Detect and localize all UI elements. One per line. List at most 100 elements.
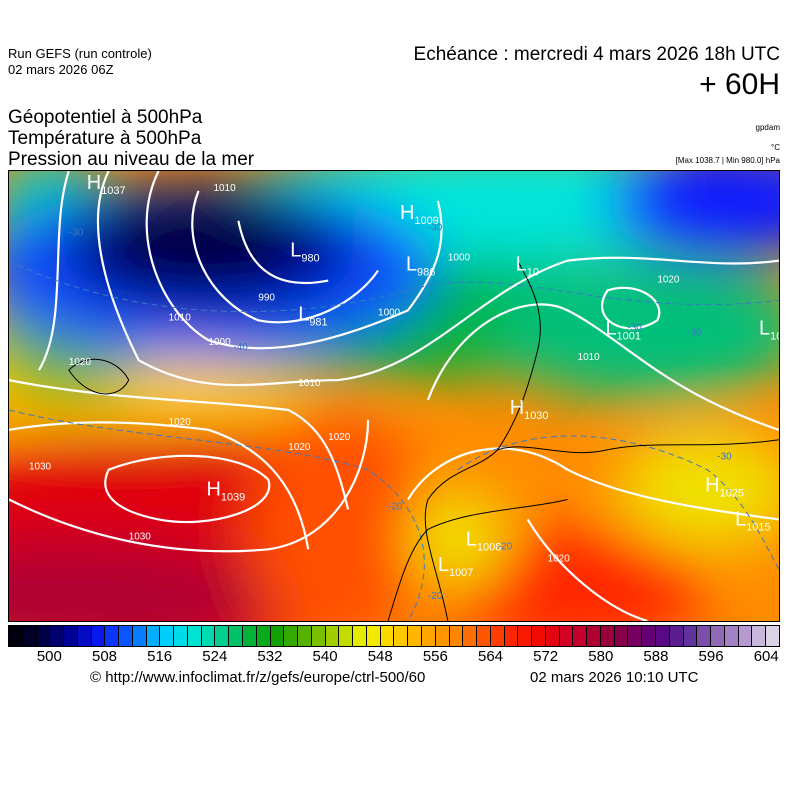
colorbar-swatch (435, 626, 450, 646)
colorbar-swatch (270, 626, 285, 646)
isobar-label: 1020 (548, 553, 571, 564)
isobar-label: 1020 (169, 417, 192, 428)
isotherm-label: -30 (717, 452, 732, 463)
colorbar-tick-label: 572 (533, 648, 559, 665)
colorbar-ticks: 500 508 516 524 532 540 548 556 564 572 580 588 596 6… (0, 648, 788, 668)
colorbar-swatch (298, 626, 312, 646)
isobar-label: 1010 (298, 378, 321, 389)
colorbar-swatch (256, 626, 271, 646)
colorbar-swatch (146, 626, 161, 646)
unit-gpdam: gpdam (755, 123, 780, 132)
colorbar-swatch (50, 626, 65, 646)
pressure-range: [Max 1038.7 | Min 980.0] hPa (675, 156, 780, 165)
low-pressure-center: L1007 (438, 554, 473, 579)
colorbar-swatch (490, 626, 505, 646)
isobar-label: 1010 (169, 312, 192, 323)
colorbar-swatch (421, 626, 436, 646)
isobar-label: 1000 (208, 337, 231, 348)
colorbar-tick-label: 524 (202, 648, 228, 665)
colorbar-swatch (738, 626, 753, 646)
low-pressure-center: L980 (290, 240, 319, 265)
isotherm-label: -30 (687, 327, 702, 338)
high-pressure-center: H1025 (705, 475, 744, 500)
low-pressure-center: L10 (759, 317, 780, 342)
isotherm-label: -20 (428, 591, 443, 602)
colorbar-tick-label: 564 (477, 648, 504, 665)
colorbar-swatch (243, 626, 257, 646)
isotherm-label: -40 (233, 342, 248, 353)
colorbar-swatch (587, 626, 601, 646)
colorbar-swatch (380, 626, 395, 646)
colorbar-swatch (408, 626, 422, 646)
colorbar-swatch (311, 626, 326, 646)
colorbar-swatch (64, 626, 78, 646)
lead-time: + 60H (699, 68, 780, 101)
colorbar-swatch (201, 626, 216, 646)
colorbar-tick-label: 508 (91, 648, 118, 665)
colorbar-swatch (669, 626, 684, 646)
field-geopotential: Géopotentiel à 500hPa (8, 107, 203, 128)
unit-celsius: °C (771, 143, 780, 152)
colorbar-swatch (353, 626, 367, 646)
colorbar-swatch (477, 626, 491, 646)
isobar-label: 1010 (578, 352, 601, 363)
colorbar-swatch (132, 626, 147, 646)
colorbar-swatch (91, 626, 106, 646)
colorbar-tick-label: 596 (698, 648, 724, 665)
colorbar-swatch (339, 626, 354, 646)
high-pressure-center: H1037 (87, 172, 126, 197)
colorbar-swatch (160, 626, 175, 646)
high-pressure-center: H1039 (206, 479, 245, 504)
colorbar-tick-label: 532 (257, 648, 283, 665)
colorbar-swatch (36, 626, 51, 646)
colorbar-tick-label: 548 (367, 648, 393, 665)
generation-time: 02 mars 2026 10:10 UTC (530, 669, 699, 686)
colorbar-swatch (559, 626, 574, 646)
isobar-label: 1020 (657, 275, 680, 286)
colorbar-tick-label: 500 (36, 648, 62, 665)
colorbar-swatch (77, 626, 92, 646)
isobar-label: 1030 (129, 531, 152, 542)
colorbar-swatch (655, 626, 670, 646)
field-temperature: Température à 500hPa (8, 128, 202, 149)
low-pressure-center: L981 (298, 303, 327, 328)
colorbar-tick-label: 540 (312, 648, 338, 665)
colorbar-swatch (22, 626, 37, 646)
colorbar-swatch (174, 626, 188, 646)
forecast-valid-time: Echéance : mercredi 4 mars 2026 18h UTC (413, 44, 780, 65)
low-pressure-center: L986 (406, 254, 435, 279)
colorbar-tick-label: 556 (422, 648, 448, 665)
colorbar-tick-label: 604 (753, 648, 779, 665)
isobars (9, 171, 779, 621)
isobar-label: 1020 (69, 357, 92, 368)
isotherm-label: -30 (69, 228, 84, 239)
high-pressure-center: H1009 (400, 202, 439, 227)
colorbar-swatch (600, 626, 615, 646)
colorbar-tick-label: 580 (588, 648, 614, 665)
colorbar-swatch (614, 626, 629, 646)
low-pressure-center: L1008 (466, 528, 501, 553)
colorbar-swatch (697, 626, 712, 646)
copyright-link[interactable]: © http://www.infoclimat.fr/z/gefs/europe… (90, 669, 426, 686)
colorbar-swatch (573, 626, 588, 646)
map-europe: H1037 L980 H1009 L986 L981 L10 L1001 L10 H1030 H1… (8, 170, 780, 622)
isobar-label: 990 (258, 292, 275, 303)
field-pressure: Pression au niveau de la mer (8, 149, 255, 170)
isotherms (9, 260, 779, 621)
isobar-label: 1000 (448, 253, 471, 264)
colorbar-swatch (504, 626, 519, 646)
colorbar-tick-label: 516 (147, 648, 173, 665)
coastlines (68, 260, 779, 621)
colorbar-swatch (766, 626, 779, 646)
colorbar-swatch (394, 626, 409, 646)
colorbar-swatch (518, 626, 533, 646)
colorbar-swatch (284, 626, 299, 646)
colorbar-swatch (449, 626, 464, 646)
isotherm-label: -30 (627, 322, 642, 333)
colorbar-swatch (724, 626, 739, 646)
colorbar-swatch (9, 626, 23, 646)
run-name: Run GEFS (run controle) (8, 46, 152, 61)
run-date: 02 mars 2026 06Z (8, 62, 114, 77)
colorbar-swatch (545, 626, 560, 646)
